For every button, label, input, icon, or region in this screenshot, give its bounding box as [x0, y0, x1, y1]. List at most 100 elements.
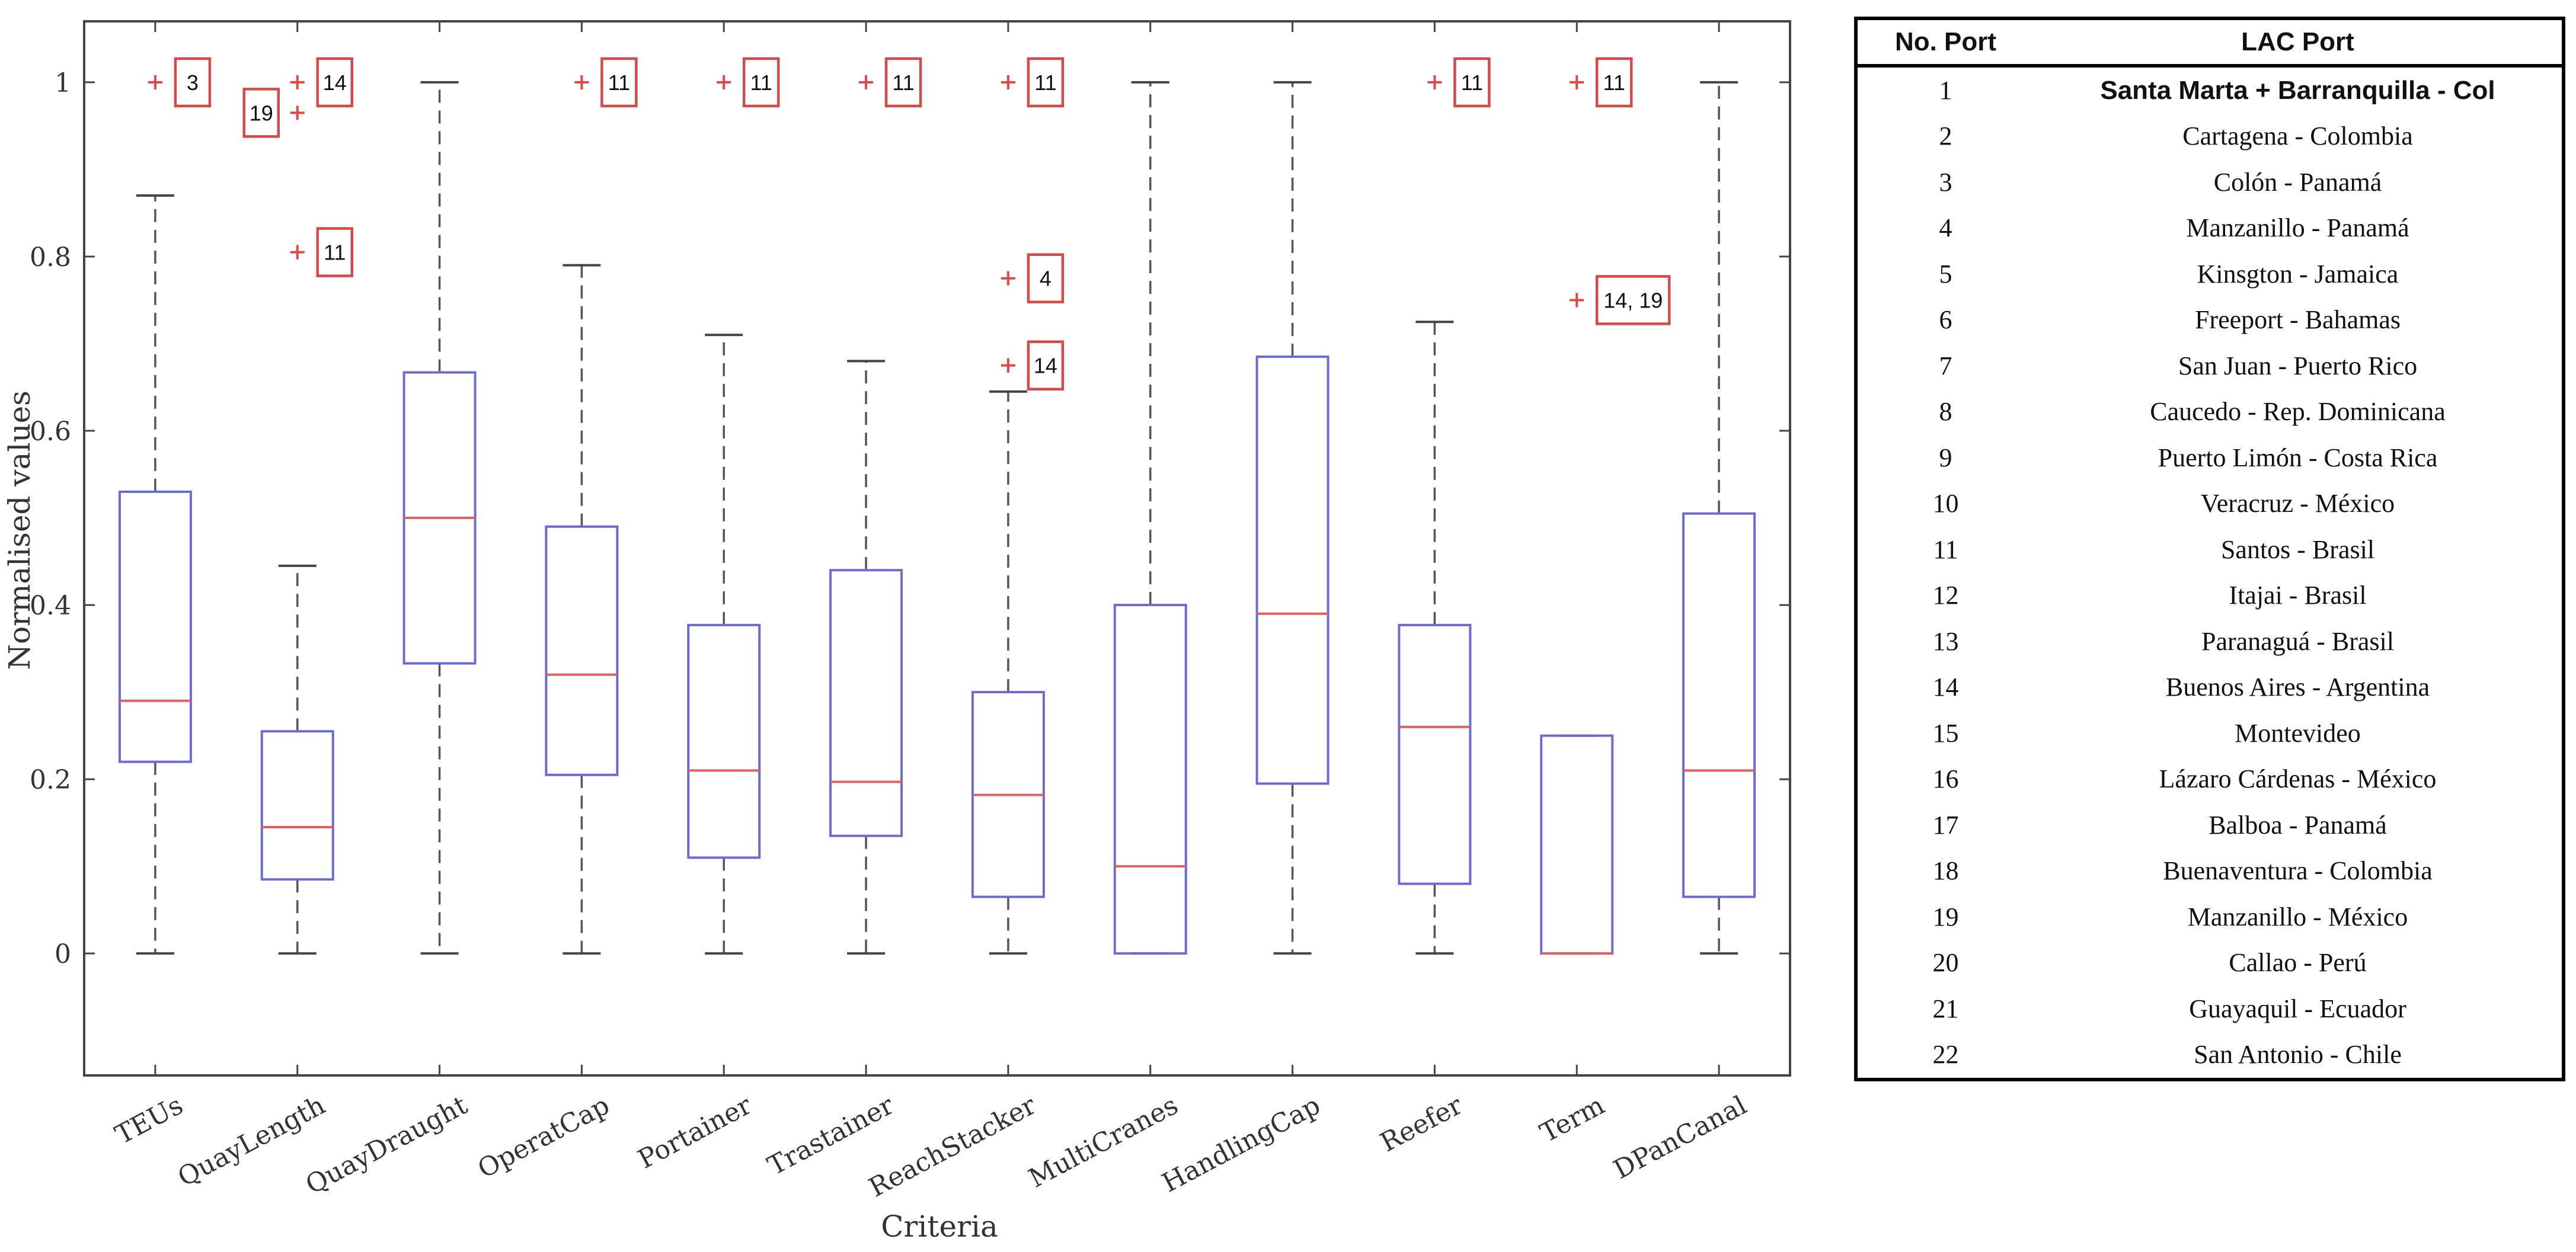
- outlier-annotation-box: [600, 57, 638, 108]
- port-number-cell: 21: [1932, 994, 1959, 1023]
- outlier-annotation-label: 14: [1034, 354, 1057, 378]
- port-name-cell: Itajai - Brasil: [2229, 581, 2367, 610]
- port-name-cell: Guayaquil - Ecuador: [2189, 994, 2406, 1023]
- port-number-cell: 9: [1939, 443, 1952, 472]
- port-name-cell: Kinsgton - Jamaica: [2197, 259, 2399, 289]
- port-number-cell: 15: [1932, 718, 1959, 748]
- x-tick-label: Portainer: [633, 1090, 757, 1174]
- port-name-cell: San Juan - Puerto Rico: [2178, 351, 2418, 380]
- table-row: 9 Puerto Limón - Costa Rica: [1856, 435, 2564, 481]
- header-no-port: No. Port: [1856, 18, 2034, 68]
- port-name-cell: Caucedo - Rep. Dominicana: [2150, 397, 2446, 427]
- port-number-cell: 19: [1932, 902, 1959, 931]
- x-tick-label: OperatCap: [473, 1090, 615, 1184]
- port-name-cell: Lázaro Cárdenas - México: [2159, 764, 2437, 794]
- port-number-cell: 5: [1939, 259, 1952, 289]
- port-number-cell: 6: [1939, 305, 1952, 335]
- box-quaylength: [260, 730, 334, 881]
- box-teus: [118, 490, 192, 763]
- y-tick-label: 0: [55, 939, 71, 969]
- outlier-annotation-box: [316, 227, 353, 277]
- table-row: 19 Manzanillo - México: [1856, 894, 2564, 940]
- port-name-cell: Paranaguá - Brasil: [2201, 626, 2394, 656]
- port-name-cell: Cartagena - Colombia: [2182, 121, 2413, 151]
- outlier-annotation-box: [1027, 253, 1065, 303]
- outlier-annotation-box: [884, 57, 922, 108]
- table-row: 12 Itajai - Brasil: [1856, 573, 2564, 619]
- outlier-annotation-box: [1596, 57, 1633, 108]
- outlier-annotation-box: [242, 88, 280, 138]
- port-number-cell: 17: [1932, 810, 1959, 840]
- x-tick-label: HandlingCap: [1157, 1090, 1325, 1199]
- outlier-annotation-label: 11: [750, 71, 772, 95]
- port-number-cell: 16: [1932, 764, 1959, 794]
- outlier-annotation-label: 11: [892, 71, 914, 95]
- y-tick-label: 0.2: [30, 765, 71, 795]
- outlier-annotation-box: [1596, 275, 1671, 325]
- port-number-cell: 10: [1932, 489, 1959, 518]
- table-row: 2 Cartagena - Colombia: [1856, 114, 2564, 160]
- table-row: 7 San Juan - Puerto Rico: [1856, 343, 2564, 389]
- port-name-cell: Buenos Aires - Argentina: [2165, 673, 2430, 702]
- port-name-cell: Santos - Brasil: [2220, 534, 2375, 564]
- x-tick-label: Reefer: [1375, 1090, 1468, 1158]
- port-name-cell: San Antonio - Chile: [2194, 1040, 2402, 1070]
- port-table: No. Port LAC Port 1 Santa Marta + Barranq…: [1854, 17, 2565, 1081]
- outlier-annotation-label: 11: [1461, 71, 1483, 95]
- port-number-cell: 18: [1932, 856, 1959, 886]
- port-number-cell: 3: [1939, 167, 1952, 197]
- x-tick-label: QuayDraught: [301, 1090, 472, 1200]
- box-reefer: [1398, 623, 1472, 885]
- outlier-annotation-box: [174, 57, 212, 108]
- port-name-cell: Puerto Limón - Costa Rica: [2158, 443, 2438, 472]
- table-row: 20 Callao - Perú: [1856, 940, 2564, 987]
- outlier-annotation-label: 3: [187, 71, 199, 95]
- port-name-cell: Santa Marta + Barranquilla - Col: [2100, 75, 2495, 105]
- port-number-cell: 13: [1932, 626, 1959, 656]
- port-number-cell: 1: [1939, 75, 1952, 105]
- table-row: 18 Buenaventura - Colombia: [1856, 848, 2564, 895]
- port-number-cell: 12: [1932, 581, 1959, 610]
- port-name-cell: Callao - Perú: [2229, 948, 2367, 978]
- outlier-annotation-box: [316, 57, 353, 108]
- y-axis-title: Normalised values: [2, 390, 37, 670]
- box-operatcap: [545, 525, 619, 776]
- table-row: 1 Santa Marta + Barranquilla - Col: [1856, 66, 2564, 114]
- table-row: 13 Paranaguá - Brasil: [1856, 619, 2564, 665]
- y-tick-label: 0.4: [30, 591, 71, 621]
- x-tick-label: Term: [1535, 1090, 1609, 1149]
- outlier-annotation-label: 14, 19: [1603, 288, 1663, 312]
- box-term: [1540, 734, 1614, 955]
- outlier-annotation-label: 4: [1040, 267, 1052, 291]
- outlier-annotation-label: 11: [324, 241, 346, 265]
- port-name-cell: Balboa - Panamá: [2209, 810, 2387, 840]
- y-tick-label: 0.6: [30, 417, 71, 447]
- table-row: 5 Kinsgton - Jamaica: [1856, 251, 2564, 297]
- port-name-cell: Buenaventura - Colombia: [2163, 856, 2433, 886]
- port-number-cell: 22: [1932, 1040, 1959, 1070]
- table-row: 8 Caucedo - Rep. Dominicana: [1856, 389, 2564, 436]
- port-number-cell: 8: [1939, 397, 1952, 427]
- table-row: 6 Freeport - Bahamas: [1856, 297, 2564, 344]
- box-portainer: [687, 623, 761, 859]
- outlier-annotation-label: 11: [608, 71, 630, 95]
- port-name-cell: Manzanillo - Panamá: [2186, 213, 2409, 243]
- box-multicranes: [1113, 604, 1187, 955]
- port-name-cell: Colón - Panamá: [2213, 167, 2382, 197]
- outlier-annotation-label: 19: [250, 101, 273, 125]
- table-row: 22 San Antonio - Chile: [1856, 1032, 2564, 1080]
- table-row: 14 Buenos Aires - Argentina: [1856, 665, 2564, 711]
- outlier-annotation-label: 11: [1034, 71, 1056, 95]
- port-number-cell: 2: [1939, 121, 1952, 151]
- table-row: 3 Colón - Panamá: [1856, 159, 2564, 206]
- port-name-cell: Veracruz - México: [2200, 489, 2395, 518]
- outlier-annotation-box: [743, 57, 780, 108]
- table-row: 16 Lázaro Cárdenas - México: [1856, 757, 2564, 803]
- x-tick-label: Trastainer: [763, 1090, 899, 1181]
- port-number-cell: 4: [1939, 213, 1952, 243]
- port-number-cell: 14: [1932, 673, 1959, 702]
- port-number-cell: 20: [1932, 948, 1959, 978]
- table-row: 21 Guayaquil - Ecuador: [1856, 986, 2564, 1032]
- outlier-annotation-label: 11: [1603, 71, 1625, 95]
